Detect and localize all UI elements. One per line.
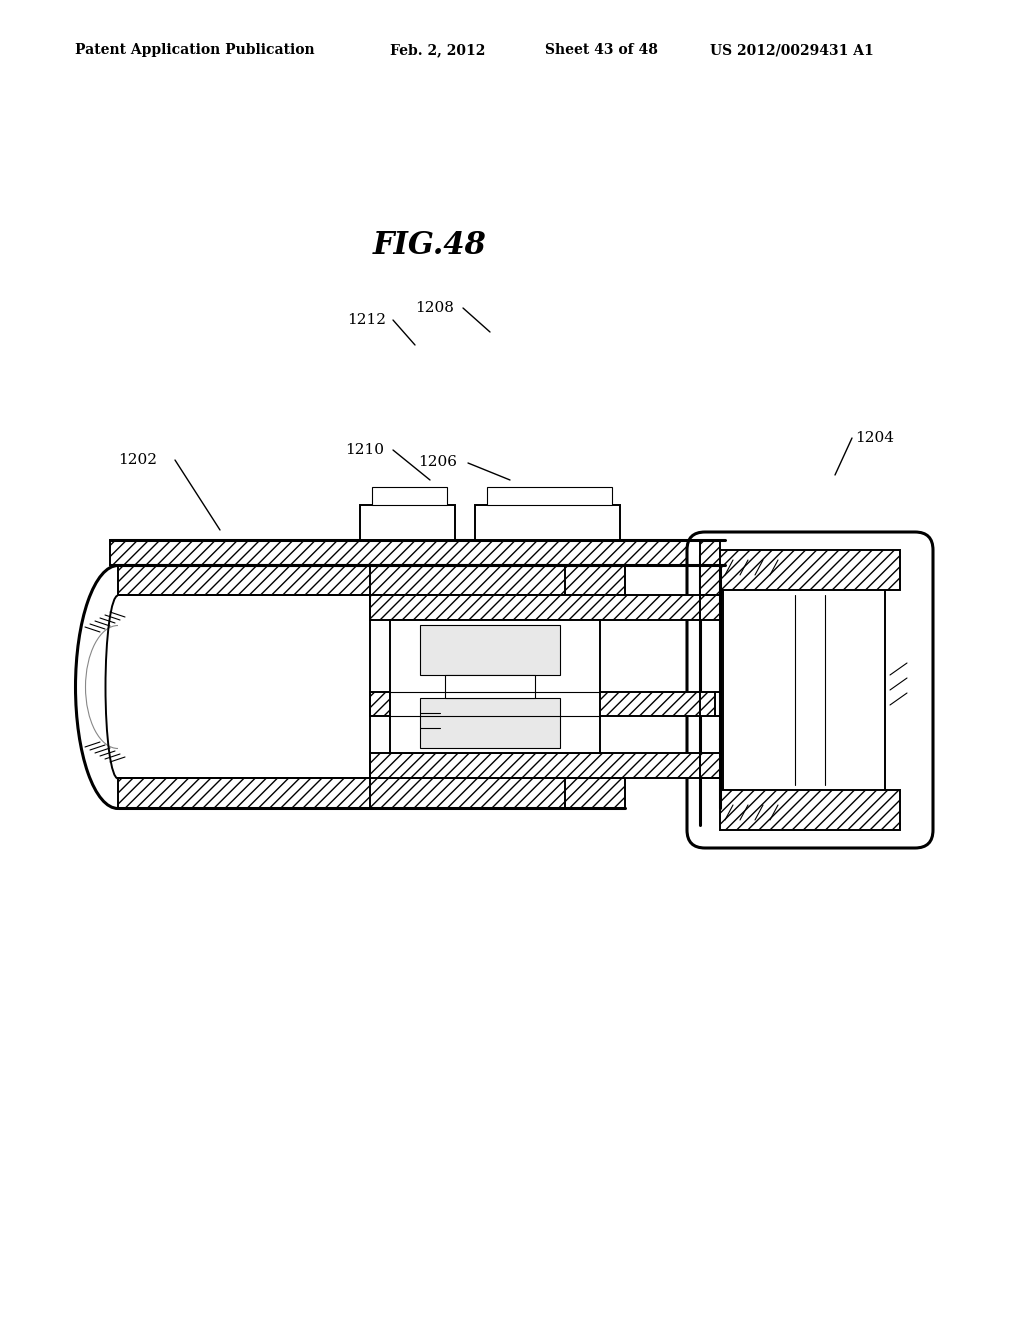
Polygon shape xyxy=(118,565,625,595)
Polygon shape xyxy=(420,624,560,675)
Polygon shape xyxy=(700,595,720,620)
Polygon shape xyxy=(720,550,900,590)
Text: 1204: 1204 xyxy=(855,432,894,445)
Text: Patent Application Publication: Patent Application Publication xyxy=(75,44,314,57)
Polygon shape xyxy=(700,540,720,595)
Polygon shape xyxy=(445,675,535,698)
Text: US 2012/0029431 A1: US 2012/0029431 A1 xyxy=(710,44,873,57)
Text: 1212: 1212 xyxy=(347,313,386,327)
Polygon shape xyxy=(110,540,725,565)
Polygon shape xyxy=(370,752,700,777)
Polygon shape xyxy=(370,595,700,620)
Polygon shape xyxy=(360,506,455,540)
Text: 1202: 1202 xyxy=(118,453,157,467)
FancyBboxPatch shape xyxy=(723,562,885,818)
Text: FIG.48: FIG.48 xyxy=(373,230,487,260)
Text: 1210: 1210 xyxy=(345,444,384,457)
Text: 1206: 1206 xyxy=(418,455,457,469)
Polygon shape xyxy=(370,565,565,595)
Polygon shape xyxy=(372,487,447,506)
Text: Feb. 2, 2012: Feb. 2, 2012 xyxy=(390,44,485,57)
Polygon shape xyxy=(420,698,560,748)
Polygon shape xyxy=(720,789,900,830)
Polygon shape xyxy=(370,777,565,808)
Polygon shape xyxy=(80,595,565,777)
FancyBboxPatch shape xyxy=(687,532,933,847)
Polygon shape xyxy=(118,777,625,808)
Polygon shape xyxy=(700,752,720,777)
Polygon shape xyxy=(390,620,600,752)
Text: Sheet 43 of 48: Sheet 43 of 48 xyxy=(545,44,657,57)
Polygon shape xyxy=(487,487,612,506)
Polygon shape xyxy=(370,692,715,715)
Text: 1208: 1208 xyxy=(415,301,454,315)
Polygon shape xyxy=(475,506,620,540)
